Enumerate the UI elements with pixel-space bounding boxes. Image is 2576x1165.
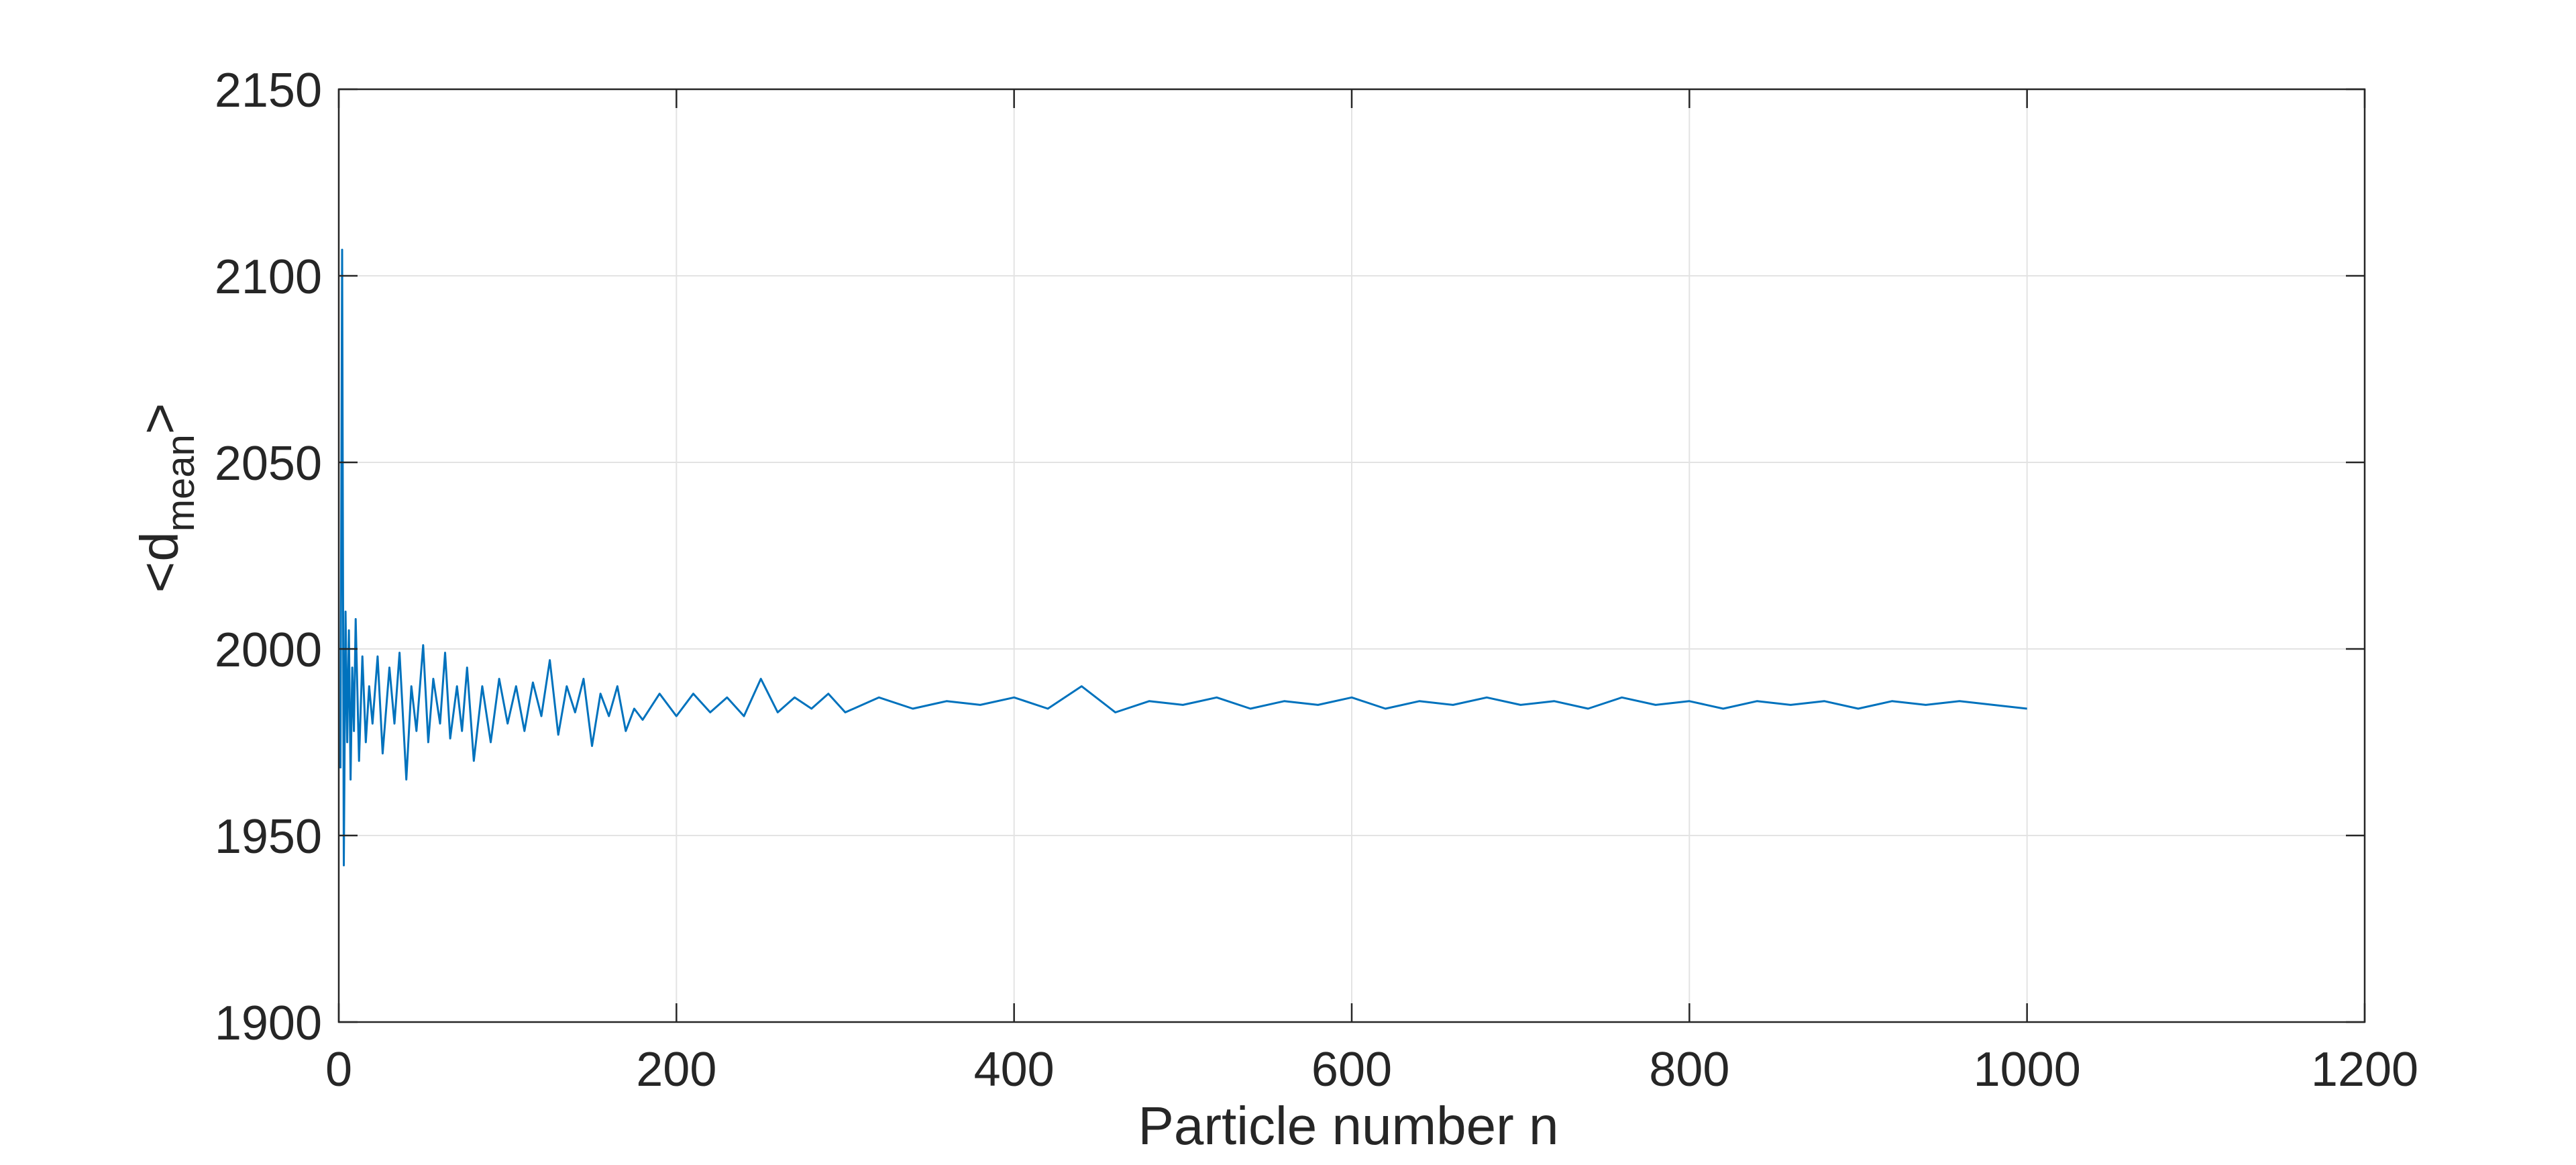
x-tick-label: 1200 bbox=[2311, 1043, 2418, 1097]
y-axis-label-prefix: <d bbox=[129, 531, 189, 593]
y-tick-label: 2050 bbox=[215, 437, 322, 491]
y-tick-labels: 1900 1950 2000 2050 2100 2150 bbox=[215, 64, 322, 1050]
x-tick-label: 200 bbox=[636, 1043, 716, 1097]
series-line bbox=[339, 248, 2027, 866]
x-tick-label: 600 bbox=[1311, 1043, 1392, 1097]
x-tick-label: 1000 bbox=[1974, 1043, 2081, 1097]
data-series-layer bbox=[339, 248, 2027, 866]
x-tick-label: 800 bbox=[1649, 1043, 1729, 1097]
y-axis-label: <dmean> bbox=[129, 403, 203, 593]
axis-ticks bbox=[337, 88, 2366, 1023]
x-tick-label: 400 bbox=[974, 1043, 1055, 1097]
y-tick-label: 2100 bbox=[215, 250, 322, 304]
y-tick-label: 2000 bbox=[215, 623, 322, 677]
y-tick-label: 1900 bbox=[215, 997, 322, 1050]
y-axis-label-subscript: mean bbox=[159, 434, 203, 531]
y-tick-label: 1950 bbox=[215, 810, 322, 864]
y-axis-label-suffix: > bbox=[129, 403, 189, 434]
x-tick-labels: 0 200 400 600 800 1000 1200 bbox=[325, 1043, 2418, 1097]
y-tick-label: 2150 bbox=[215, 64, 322, 117]
x-axis-label: Particle number n bbox=[1138, 1096, 1559, 1156]
x-tick-label: 0 bbox=[325, 1043, 352, 1097]
